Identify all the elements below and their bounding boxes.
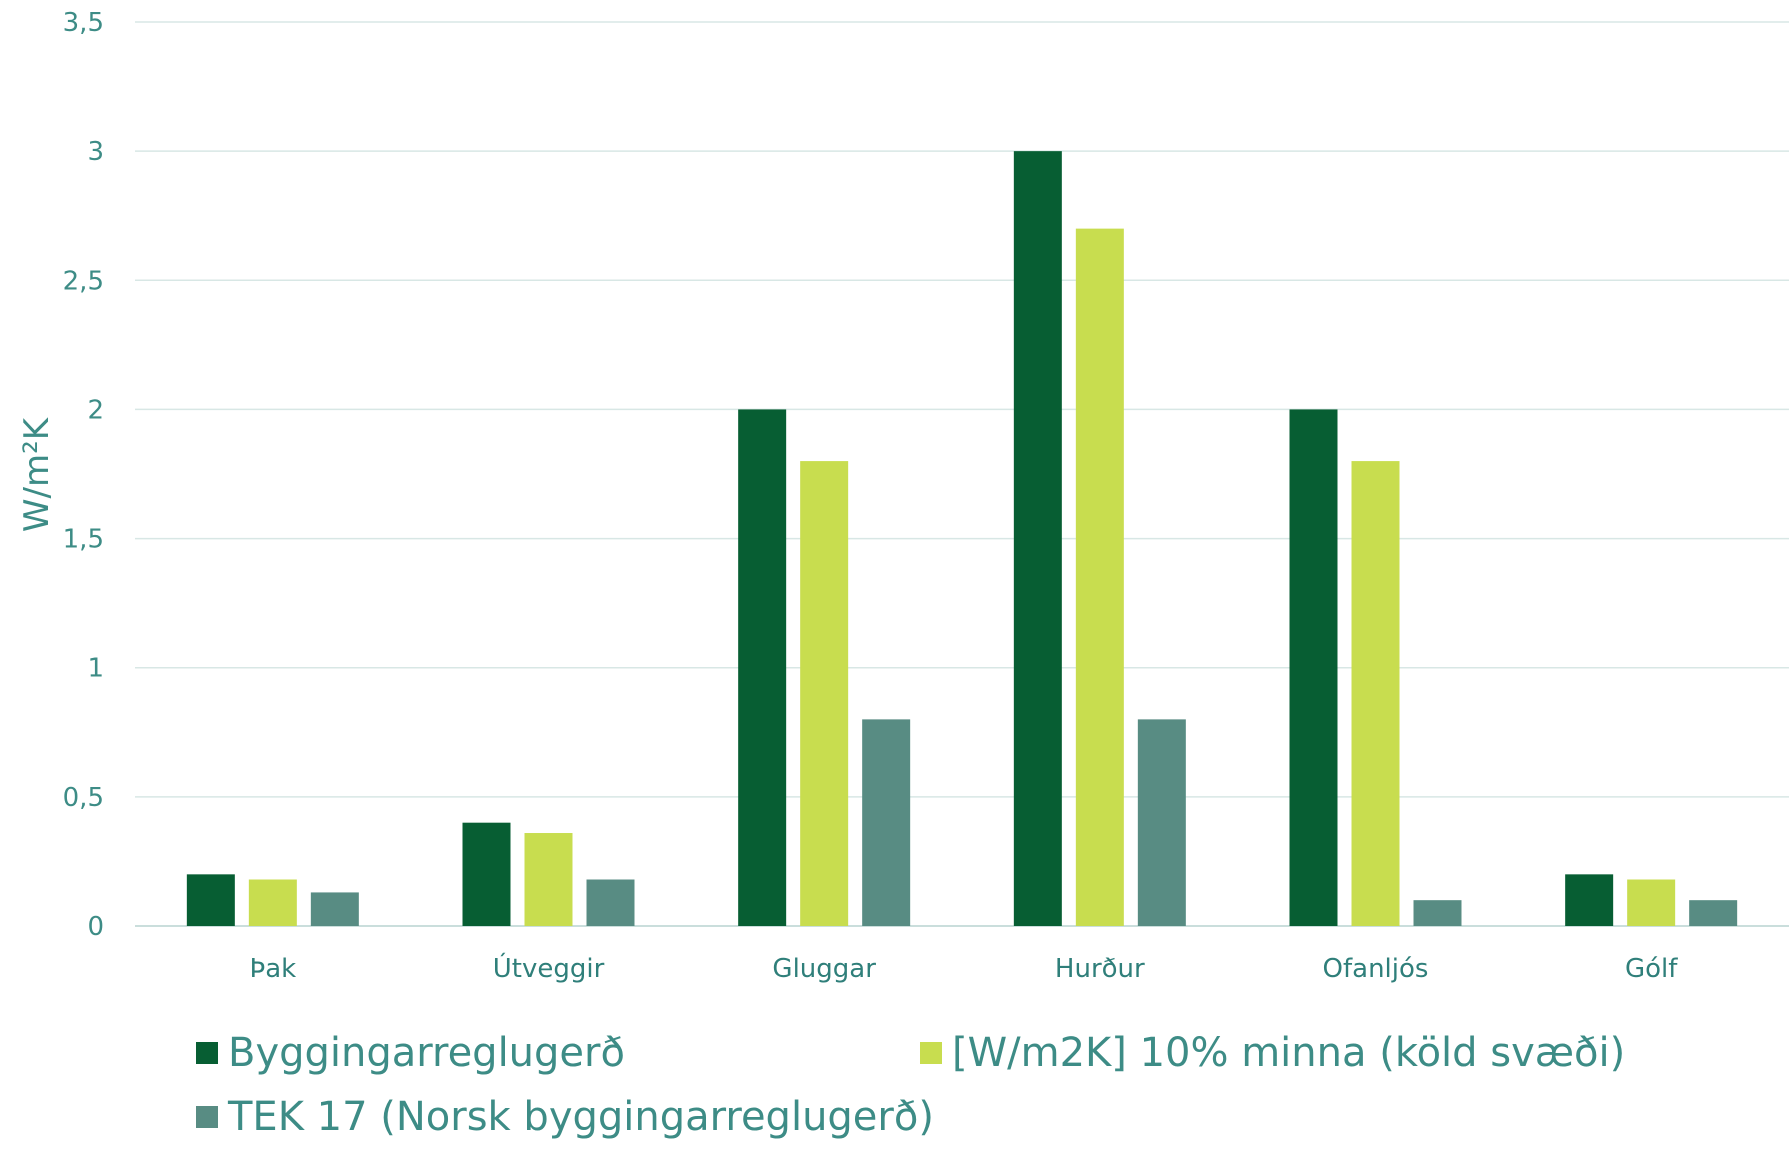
x-category-label: Þak (249, 954, 296, 984)
y-tick-label: 3 (87, 137, 104, 167)
y-tick-label: 0 (87, 912, 104, 942)
bar (862, 719, 911, 926)
x-category-label: Útveggir (493, 952, 605, 984)
bar (186, 874, 235, 926)
y-axis-label: W/m²K (17, 416, 57, 532)
bars (186, 151, 1738, 927)
x-category-label: Gluggar (772, 954, 876, 984)
bar (1413, 900, 1462, 926)
bar-chart: 0 0,5 1 1,5 2 2,5 3 3,5 W/m²K Þak Útveggir Glugga… (17, 8, 1789, 984)
bar (1627, 879, 1676, 926)
y-axis-ticks: 0 0,5 1 1,5 2 2,5 3 3,5 (63, 8, 104, 942)
bar (586, 879, 635, 926)
bar (462, 822, 511, 926)
legend-label: [W/m2K] 10% minna (köld svæði) (952, 1030, 1626, 1076)
legend-swatch (196, 1042, 218, 1064)
y-tick-label: 0,5 (63, 783, 104, 813)
y-tick-label: 3,5 (63, 8, 104, 38)
bar (310, 892, 359, 926)
legend-item-10-minna: [W/m2K] 10% minna (köld svæði) (920, 1030, 1625, 1076)
x-category-label: Gólf (1625, 954, 1678, 984)
bar (524, 833, 573, 926)
y-tick-label: 1,5 (63, 525, 104, 555)
legend-item-byggingarreglugerd: Byggingarreglugerð (196, 1030, 625, 1076)
legend-item-tek17: TEK 17 (Norsk byggingarreglugerð) (196, 1094, 934, 1140)
y-tick-label: 2,5 (63, 266, 104, 296)
y-tick-label: 1 (87, 654, 104, 684)
legend-label: TEK 17 (Norsk byggingarreglugerð) (228, 1094, 934, 1140)
gridlines (135, 21, 1789, 927)
bar (800, 461, 849, 926)
bar (1013, 151, 1062, 927)
bar (738, 409, 787, 926)
legend-swatch (920, 1042, 942, 1064)
bar (1351, 461, 1400, 926)
bar (1075, 228, 1124, 927)
bar (1565, 874, 1614, 926)
legend-swatch (196, 1106, 218, 1128)
bar (1137, 719, 1186, 926)
legend-label: Byggingarreglugerð (228, 1030, 625, 1076)
x-category-label: Ofanljós (1323, 954, 1429, 984)
x-category-label: Hurður (1055, 954, 1145, 984)
bar (248, 879, 297, 926)
bar (1289, 409, 1338, 926)
y-tick-label: 2 (87, 395, 104, 425)
x-axis-categories: Þak Útveggir Gluggar Hurður Ofanljós Gólf (249, 952, 1678, 984)
bar (1689, 900, 1738, 926)
